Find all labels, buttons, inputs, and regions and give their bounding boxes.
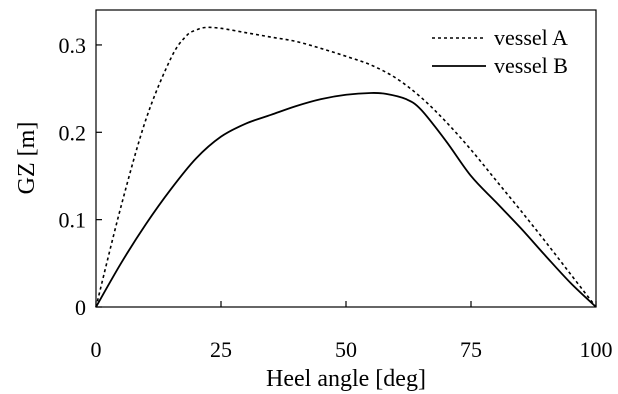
y-tick-label: 0 [75,295,86,320]
x-tick-label: 100 [580,337,613,362]
x-axis-label: Heel angle [deg] [266,366,426,392]
y-tick-label: 0.3 [59,33,87,58]
legend-label: vessel A [494,25,568,50]
x-tick-label: 50 [335,337,357,362]
y-axis-label: GZ [m] [14,122,40,195]
y-tick-label: 0.2 [59,120,87,145]
series-line-vessel-b [95,92,597,308]
x-axis-ticks: 0 25 50 75 100 [91,301,613,362]
legend: vessel A vessel B [432,25,568,78]
series-layer [95,26,597,308]
y-tick-label: 0.1 [59,208,87,233]
series-line-vessel-a [95,26,597,308]
x-tick-label: 25 [210,337,232,362]
legend-label: vessel B [494,53,568,78]
x-tick-label: 75 [460,337,482,362]
x-tick-label: 0 [91,337,102,362]
y-axis-ticks: 0 0.1 0.2 0.3 [59,33,102,320]
